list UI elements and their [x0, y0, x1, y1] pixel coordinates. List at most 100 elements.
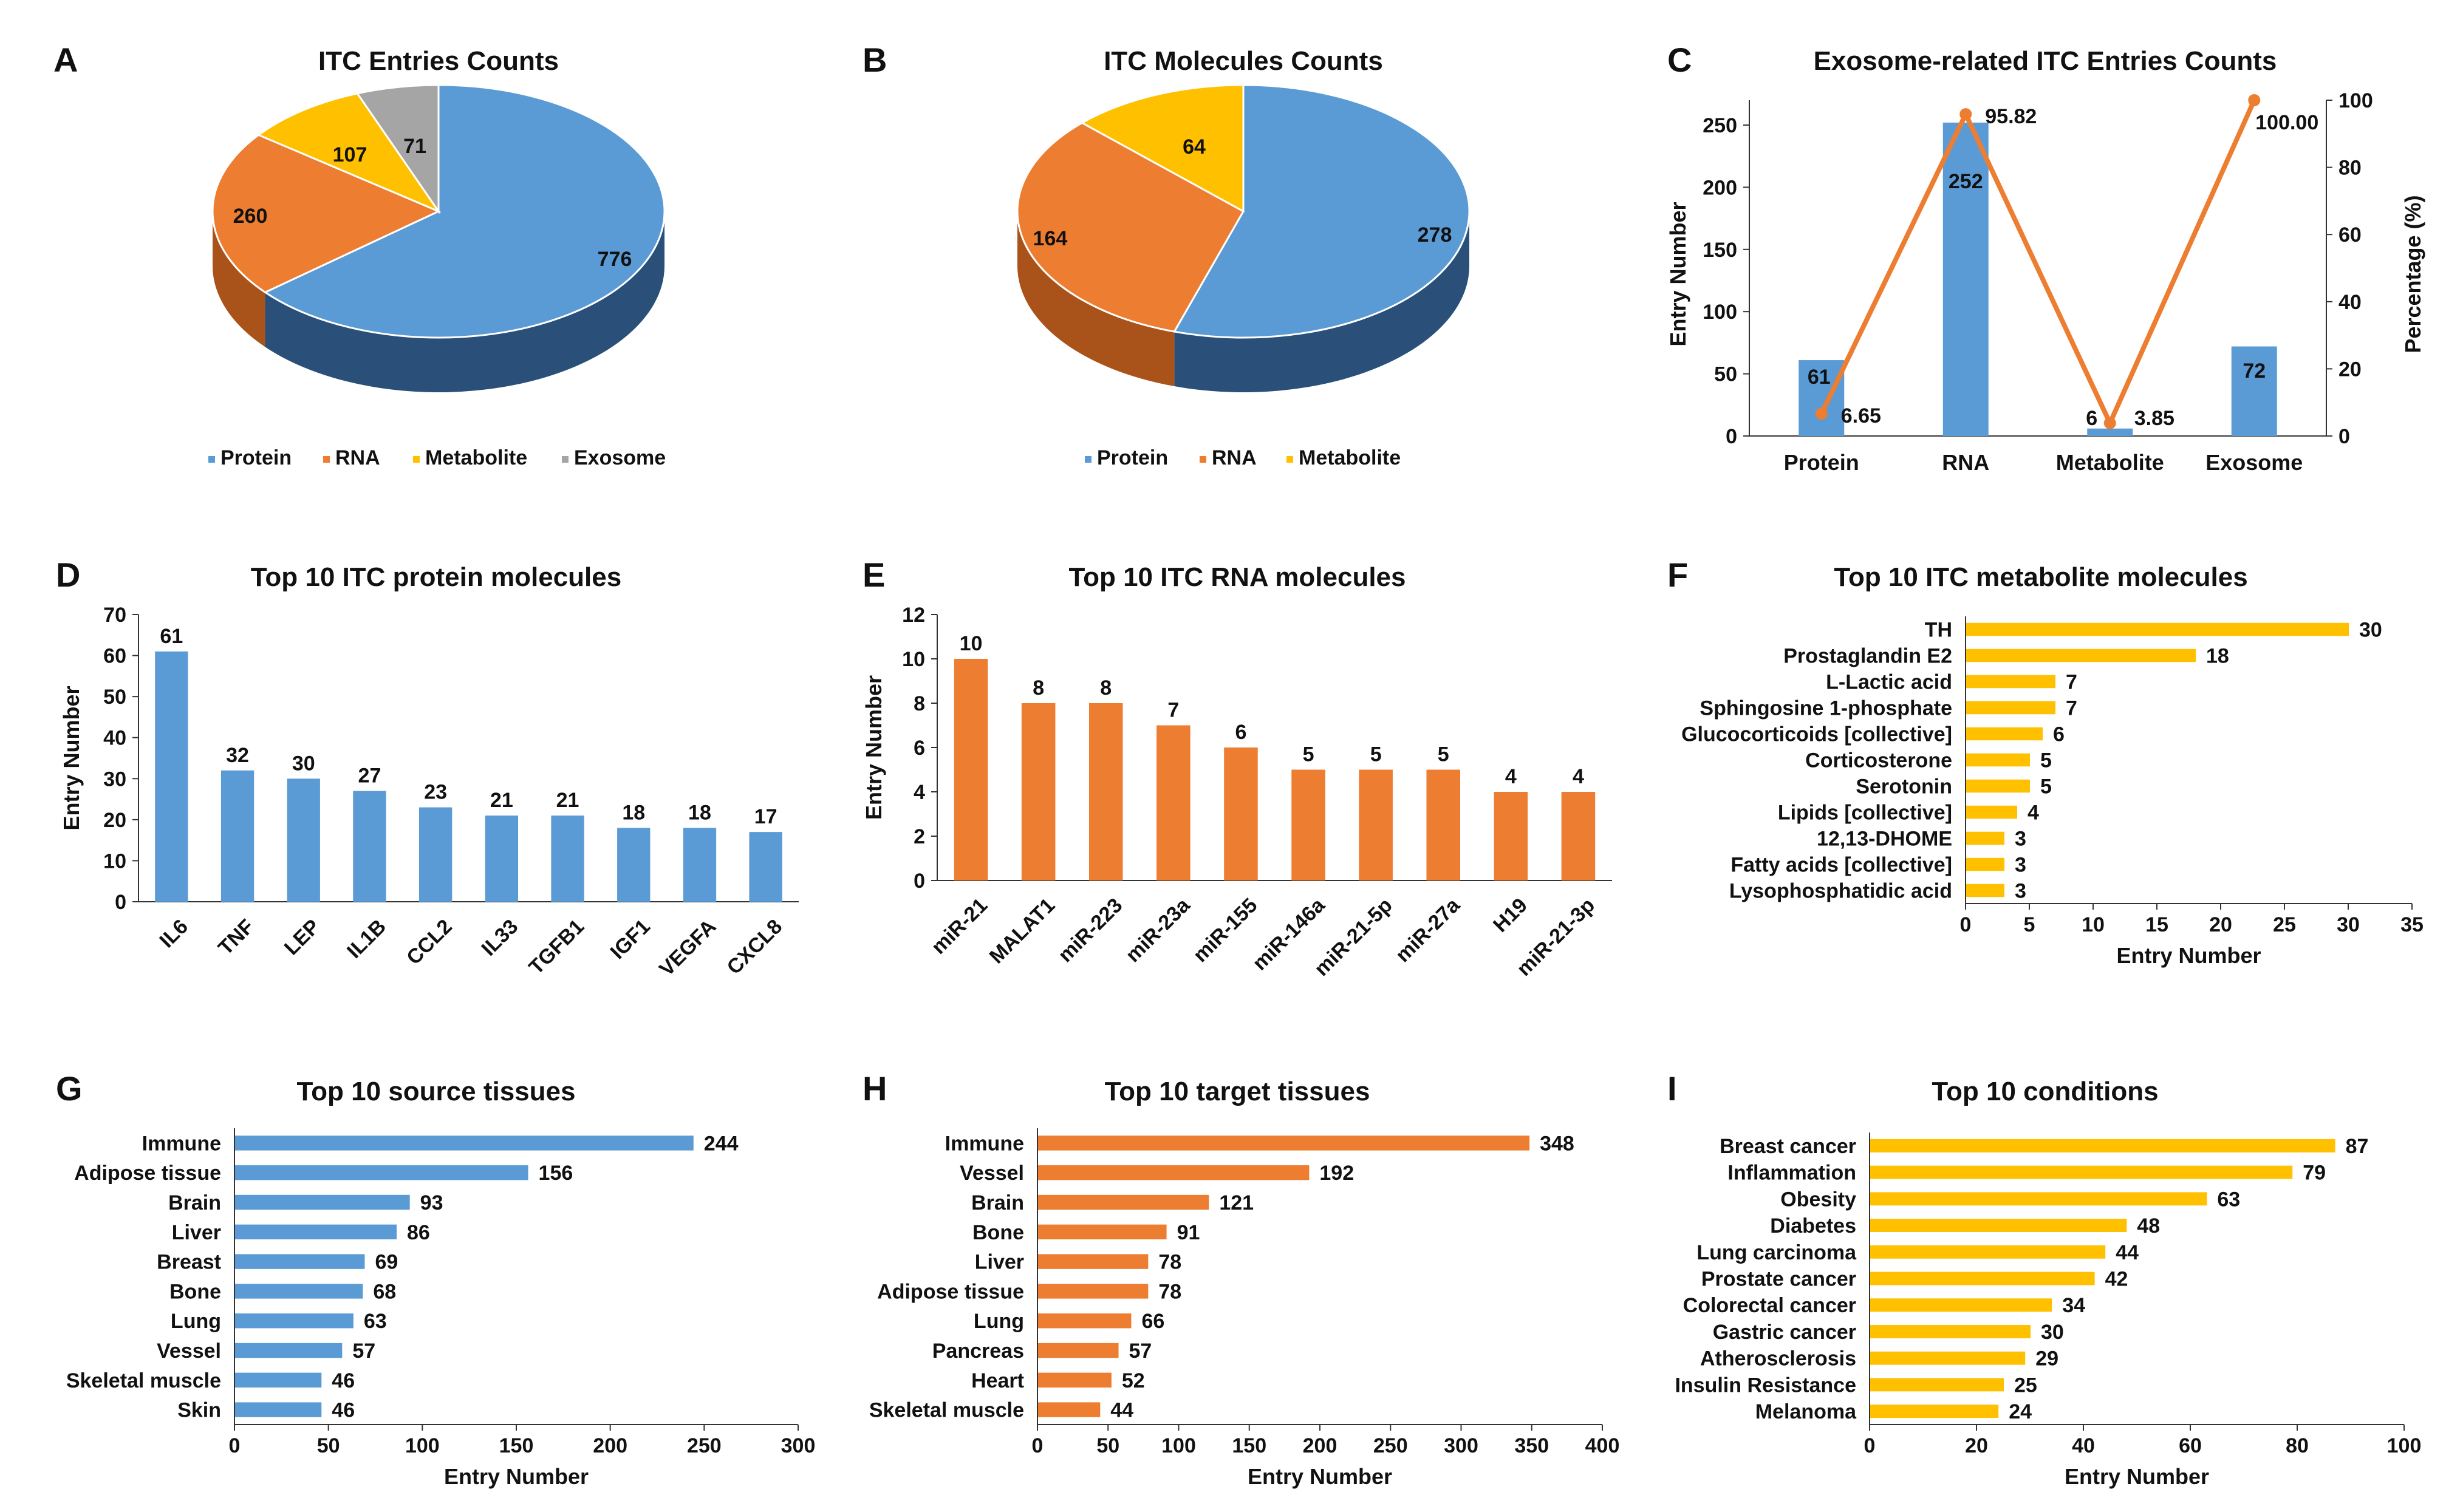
- data-label: 260: [233, 205, 268, 228]
- y-tick-label: Vessel: [157, 1340, 221, 1363]
- data-label: 46: [332, 1369, 355, 1392]
- data-label: 30: [292, 752, 315, 775]
- data-label: 5: [2040, 749, 2052, 772]
- pie-slice-metabolite: [1080, 84, 1245, 213]
- bar-lung-carcinoma: [1870, 1245, 2106, 1259]
- data-label: 348: [1540, 1132, 1574, 1155]
- bar-lung: [1038, 1313, 1132, 1329]
- bar-mir-23a: [1156, 725, 1191, 880]
- x-tick-label: 25: [2273, 913, 2296, 936]
- x-axis-title: Entry Number: [444, 1464, 589, 1489]
- bar-inflammation: [1870, 1165, 2293, 1179]
- data-label: 776: [598, 248, 632, 271]
- y-tick-label: Glucocorticoids [collective]: [1681, 723, 1952, 746]
- y2-tick-label: 20: [2338, 358, 2362, 381]
- y-tick-label: Prostate cancer: [1701, 1268, 1856, 1291]
- bar-adipose-tissue: [1038, 1284, 1149, 1299]
- y-tick-label: Bone: [972, 1221, 1024, 1244]
- y-tick-label: Immune: [142, 1132, 221, 1155]
- legend-label: Protein: [220, 446, 292, 469]
- bar-lipids-collective-: [1966, 805, 2017, 819]
- x-tick-label: 400: [1585, 1434, 1620, 1457]
- data-label: 64: [1183, 135, 1206, 158]
- data-label: 5: [1370, 743, 1382, 766]
- x-tick-label: 50: [317, 1434, 340, 1457]
- bar-mir-155: [1224, 747, 1258, 880]
- x-tick-label: 300: [1444, 1434, 1478, 1457]
- legend-swatch-protein: [1085, 456, 1091, 463]
- y-tick-label: Serotonin: [1856, 775, 1952, 799]
- x-tick-label: VEGFA: [655, 915, 720, 981]
- bar-skeletal-muscle: [1038, 1402, 1101, 1417]
- bar-brain: [1038, 1194, 1209, 1210]
- x-tick-label: miR-23a: [1121, 893, 1195, 967]
- data-label: 57: [352, 1340, 375, 1363]
- data-label: 7: [1167, 699, 1179, 722]
- bar-tgfb1: [551, 816, 584, 902]
- data-label: 79: [2303, 1162, 2326, 1185]
- data-label: 17: [754, 805, 777, 828]
- y-tick-label: L-Lactic acid: [1826, 671, 1952, 694]
- bar-ccl2: [418, 807, 453, 902]
- y-tick-label: 0: [1726, 425, 1737, 448]
- legend-swatch-protein: [208, 456, 215, 463]
- x-tick-label: Exosome: [2205, 450, 2303, 475]
- y-tick-label: Insulin Resistance: [1675, 1374, 1856, 1397]
- y2-tick-label: 40: [2338, 291, 2362, 314]
- pie-side-rna: [1017, 211, 1175, 387]
- line-data-label: 95.82: [1985, 105, 2037, 128]
- data-label: 46: [332, 1399, 355, 1422]
- y-tick-label: Vessel: [960, 1162, 1024, 1185]
- bar-immune: [235, 1136, 694, 1151]
- data-label: 63: [364, 1310, 387, 1333]
- panel-letter-B: B: [863, 41, 887, 79]
- line-data-label: 6.65: [1841, 404, 1881, 427]
- y-tick-label: Skin: [177, 1399, 221, 1422]
- y-tick-label: Atherosclerosis: [1700, 1347, 1856, 1371]
- data-label: 25: [2014, 1374, 2037, 1397]
- y-tick-label: Breast: [157, 1251, 221, 1274]
- y-axis-title: Entry Number: [861, 675, 886, 820]
- bar-exosome: [2231, 346, 2277, 436]
- pie-slice-protein: [263, 84, 666, 339]
- x-tick-label: CCL2: [402, 915, 457, 970]
- data-label: 42: [2105, 1268, 2128, 1291]
- x-tick-label: CXCL8: [723, 915, 787, 979]
- x-tick-label: 150: [1232, 1434, 1266, 1457]
- data-label: 192: [1319, 1162, 1354, 1185]
- chart-title: Top 10 conditions: [1932, 1077, 2158, 1106]
- x-tick-label: 0: [229, 1434, 241, 1457]
- bar-mir-27a: [1426, 769, 1461, 880]
- y-tick-label: 2: [914, 825, 925, 848]
- x-tick-label: Protein: [1784, 450, 1859, 475]
- percentage-line: [1819, 99, 2256, 426]
- data-label: 3: [2015, 828, 2026, 851]
- bar-igf1: [617, 828, 651, 902]
- x-tick-label: 250: [687, 1434, 722, 1457]
- bar-pancreas: [1038, 1343, 1119, 1358]
- data-label: 5: [1438, 743, 1449, 766]
- data-label: 29: [2035, 1347, 2058, 1371]
- data-label: 52: [1122, 1369, 1145, 1392]
- y-tick-label: Skeletal muscle: [66, 1369, 221, 1392]
- legend-label: RNA: [335, 446, 380, 469]
- y-tick-label: 50: [1714, 363, 1737, 386]
- x-tick-label: MALAT1: [985, 894, 1060, 969]
- x-axis-title: Entry Number: [2065, 1464, 2209, 1489]
- bar-mir-21: [954, 659, 988, 880]
- panel-letter-G: G: [56, 1069, 83, 1108]
- x-tick-label: 350: [1514, 1434, 1549, 1457]
- legend-label: Metabolite: [425, 446, 527, 469]
- y-tick-label: Obesity: [1780, 1188, 1856, 1211]
- y-tick-label: Diabetes: [1770, 1214, 1856, 1238]
- y-tick-label: Sphingosine 1-phosphate: [1700, 697, 1952, 720]
- chart-title: ITC Entries Counts: [318, 46, 559, 76]
- x-tick-label: 35: [2400, 913, 2424, 936]
- bar-lysophosphatidic-acid: [1966, 884, 2004, 897]
- y-tick-label: Breast cancer: [1720, 1135, 1856, 1158]
- y-tick-label: Liver: [975, 1251, 1024, 1274]
- y-tick-label: Lung carcinoma: [1696, 1241, 1857, 1264]
- legend-swatch-rna: [1200, 456, 1206, 463]
- bar-mir-21-3p: [1561, 792, 1596, 880]
- bar-glucocorticoids-collective-: [1966, 727, 2043, 741]
